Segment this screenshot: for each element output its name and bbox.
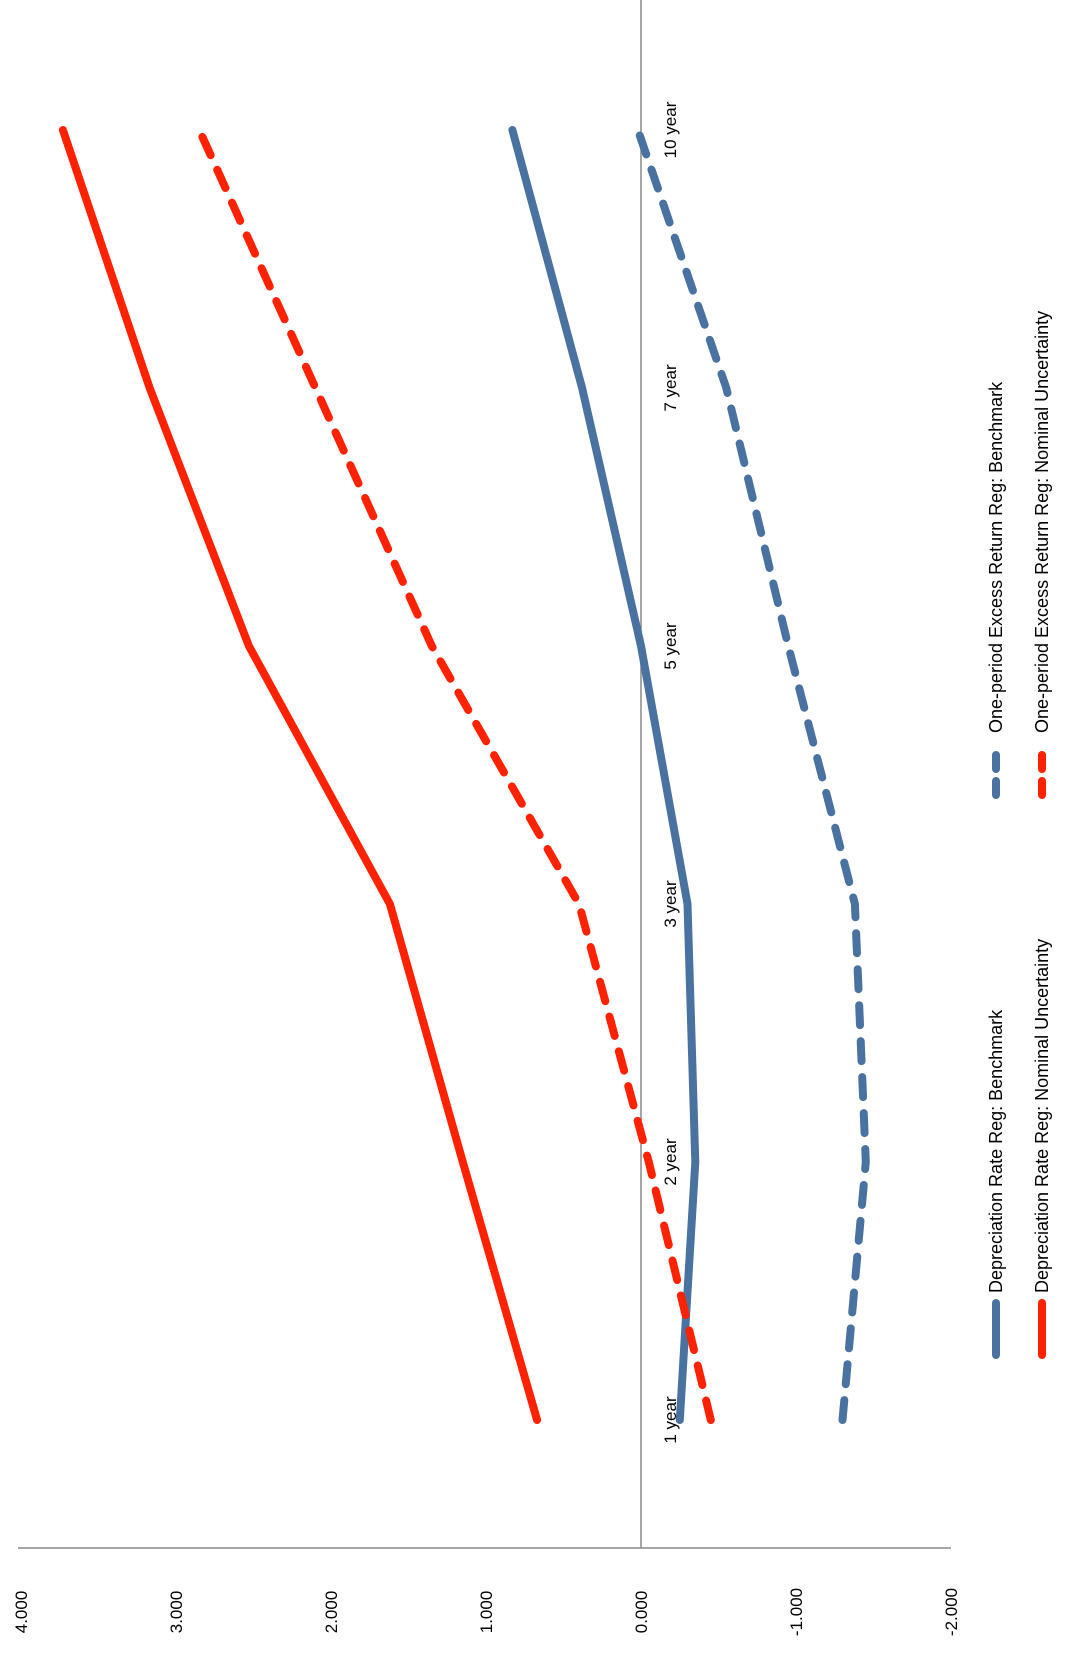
value-axis-ticks: 4.000 3.000 2.000 1.000 0.000 -1.000 -2.000 xyxy=(12,1588,961,1636)
legend-label: Depreciation Rate Reg: Benchmark xyxy=(986,1009,1006,1293)
legend-label: One-period Excess Return Reg: Nominal Un… xyxy=(1032,311,1052,733)
series-line xyxy=(633,126,870,1424)
category-label: 10 year xyxy=(661,101,680,158)
category-label: 5 year xyxy=(661,622,680,670)
legend-label: Depreciation Rate Reg: Nominal Uncertain… xyxy=(1032,939,1052,1293)
series-lines xyxy=(58,126,870,1424)
category-axis-labels: 1 year 2 year 3 year 5 year 7 year 10 year xyxy=(661,101,680,1443)
category-label: 7 year xyxy=(661,364,680,412)
legend: Depreciation Rate Reg: Benchmark One-peri… xyxy=(986,311,1052,1359)
category-label: 1 year xyxy=(661,1396,680,1444)
series-line xyxy=(58,126,542,1424)
series-line xyxy=(195,126,715,1424)
value-tick-label: -2.000 xyxy=(942,1588,961,1636)
value-tick-label: 0.000 xyxy=(632,1591,651,1634)
category-label: 2 year xyxy=(661,1138,680,1186)
value-tick-label: 3.000 xyxy=(167,1591,186,1634)
category-label: 3 year xyxy=(661,880,680,928)
value-tick-label: 4.000 xyxy=(12,1591,31,1634)
legend-label: One-period Excess Return Reg: Benchmark xyxy=(986,381,1006,733)
value-tick-label: 2.000 xyxy=(322,1591,341,1634)
value-tick-label: 1.000 xyxy=(477,1591,496,1634)
series-line xyxy=(508,126,700,1424)
value-tick-label: -1.000 xyxy=(787,1588,806,1636)
